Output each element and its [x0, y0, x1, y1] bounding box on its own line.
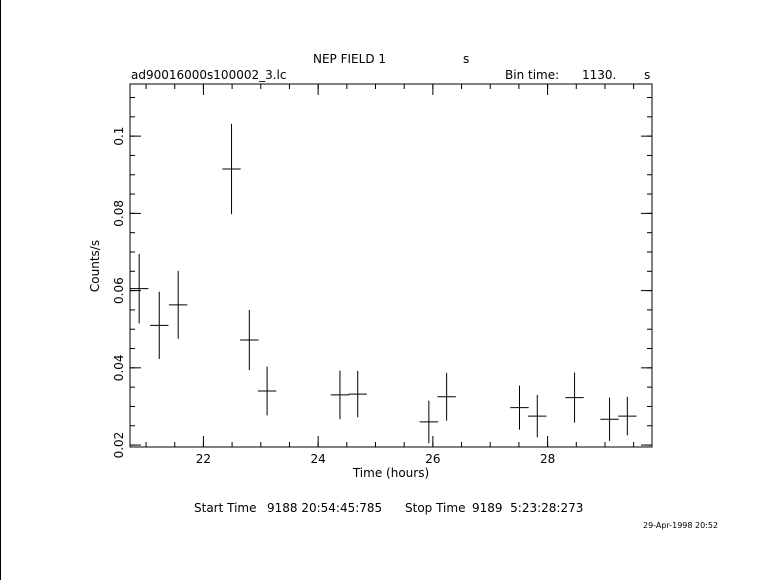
start-time-value: 9188 20:54:45:785: [267, 501, 383, 515]
data-point: [437, 372, 456, 421]
start-time-label: Start Time: [194, 501, 257, 515]
data-point: [565, 372, 584, 423]
x-minor-ticks: [145, 84, 635, 447]
y-tick-label: 0.06: [112, 277, 126, 304]
stop-time-label: Stop Time: [405, 501, 466, 515]
data-point: [222, 123, 241, 215]
x-major-ticks: [202, 84, 549, 447]
data-points: [130, 123, 637, 444]
bin-time-label: Bin time:: [505, 68, 560, 82]
x-tick-label: 22: [196, 452, 211, 466]
y-tick-label: 0.08: [112, 200, 126, 227]
left-border-line: [0, 0, 1, 580]
y-tick-label: 0.02: [112, 432, 126, 459]
y-tick-label: 0.04: [112, 354, 126, 381]
data-point: [600, 397, 619, 441]
x-tick-label: 24: [311, 452, 326, 466]
data-point: [510, 385, 529, 430]
chart-title-unit: s: [463, 52, 470, 66]
data-point: [257, 366, 277, 416]
y-tick-label: 0.1: [112, 127, 126, 146]
x-axis-label: Time (hours): [352, 466, 429, 480]
data-point: [419, 400, 439, 444]
y-minor-ticks: [130, 97, 652, 446]
data-point: [528, 394, 547, 438]
bin-time-value: 1130.: [582, 68, 617, 82]
y-axis-label: Counts/s: [88, 240, 102, 292]
x-tick-label: 28: [540, 452, 555, 466]
stop-time-value: 9189 5:23:28:273: [472, 501, 584, 515]
y-major-ticks: [130, 135, 652, 446]
data-point: [618, 396, 637, 436]
data-point: [150, 291, 169, 359]
data-point: [130, 253, 149, 324]
data-point: [330, 370, 350, 420]
plot-frame: [129, 83, 653, 448]
bin-time-unit: s: [644, 68, 651, 82]
file-name: ad90016000s100002_3.lc: [131, 68, 287, 82]
data-point: [240, 309, 259, 371]
data-point: [348, 370, 367, 418]
x-tick-label: 26: [425, 452, 440, 466]
chart-title: NEP FIELD 1: [313, 52, 387, 66]
data-point: [169, 270, 188, 339]
timestamp: 29-Apr-1998 20:52: [643, 521, 719, 530]
